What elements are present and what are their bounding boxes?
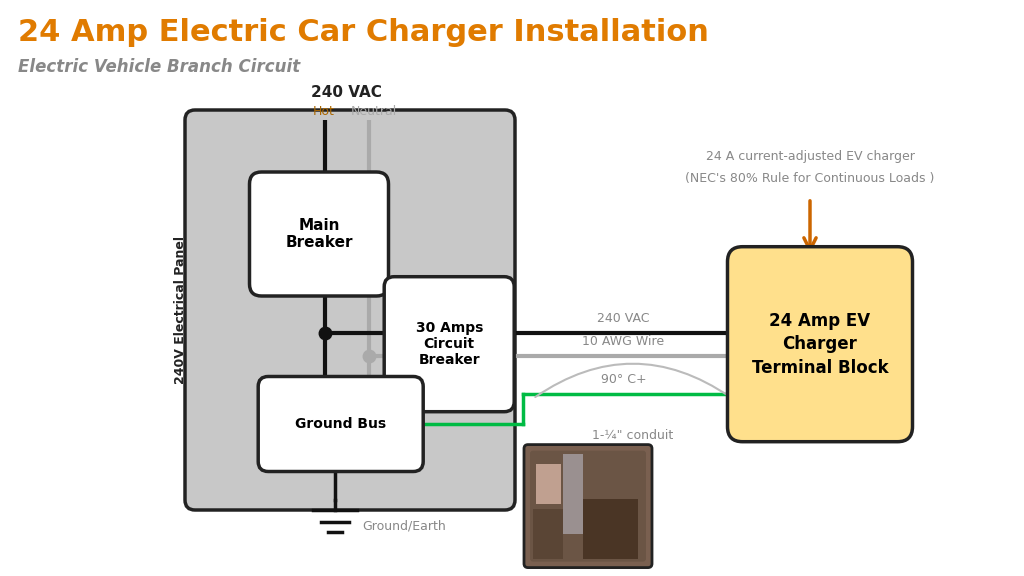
Text: Ground Bus: Ground Bus <box>295 417 386 431</box>
FancyBboxPatch shape <box>530 450 646 562</box>
Text: Neutral: Neutral <box>350 105 396 118</box>
Text: 240 VAC: 240 VAC <box>597 312 649 325</box>
Text: 10 AWG Wire: 10 AWG Wire <box>583 335 665 347</box>
Text: Electric Vehicle Branch Circuit: Electric Vehicle Branch Circuit <box>18 58 300 76</box>
Text: 24 Amp EV
Charger
Terminal Block: 24 Amp EV Charger Terminal Block <box>752 312 888 377</box>
FancyBboxPatch shape <box>258 377 423 472</box>
Text: 240 VAC: 240 VAC <box>311 85 382 100</box>
Text: 24 A current-adjusted EV charger: 24 A current-adjusted EV charger <box>706 150 914 163</box>
Text: 1-¼" conduit: 1-¼" conduit <box>592 429 674 442</box>
Text: Main
Breaker: Main Breaker <box>286 218 352 250</box>
Text: Hot: Hot <box>312 105 334 118</box>
Text: 90° C+: 90° C+ <box>600 373 646 385</box>
Bar <box>583 499 638 559</box>
FancyBboxPatch shape <box>250 172 388 296</box>
Text: Ground/Earth: Ground/Earth <box>362 520 446 532</box>
FancyBboxPatch shape <box>727 247 912 442</box>
Text: (NEC's 80% Rule for Continuous Loads ): (NEC's 80% Rule for Continuous Loads ) <box>685 172 935 185</box>
Text: 30 Amps
Circuit
Breaker: 30 Amps Circuit Breaker <box>416 321 483 367</box>
FancyBboxPatch shape <box>384 276 514 412</box>
Bar <box>536 464 561 503</box>
FancyBboxPatch shape <box>524 445 652 567</box>
Text: 24 Amp Electric Car Charger Installation: 24 Amp Electric Car Charger Installation <box>18 18 709 47</box>
FancyBboxPatch shape <box>185 110 515 510</box>
Bar <box>563 453 583 533</box>
Bar <box>534 509 563 559</box>
Text: 240V Electrical Panel: 240V Electrical Panel <box>174 236 187 384</box>
